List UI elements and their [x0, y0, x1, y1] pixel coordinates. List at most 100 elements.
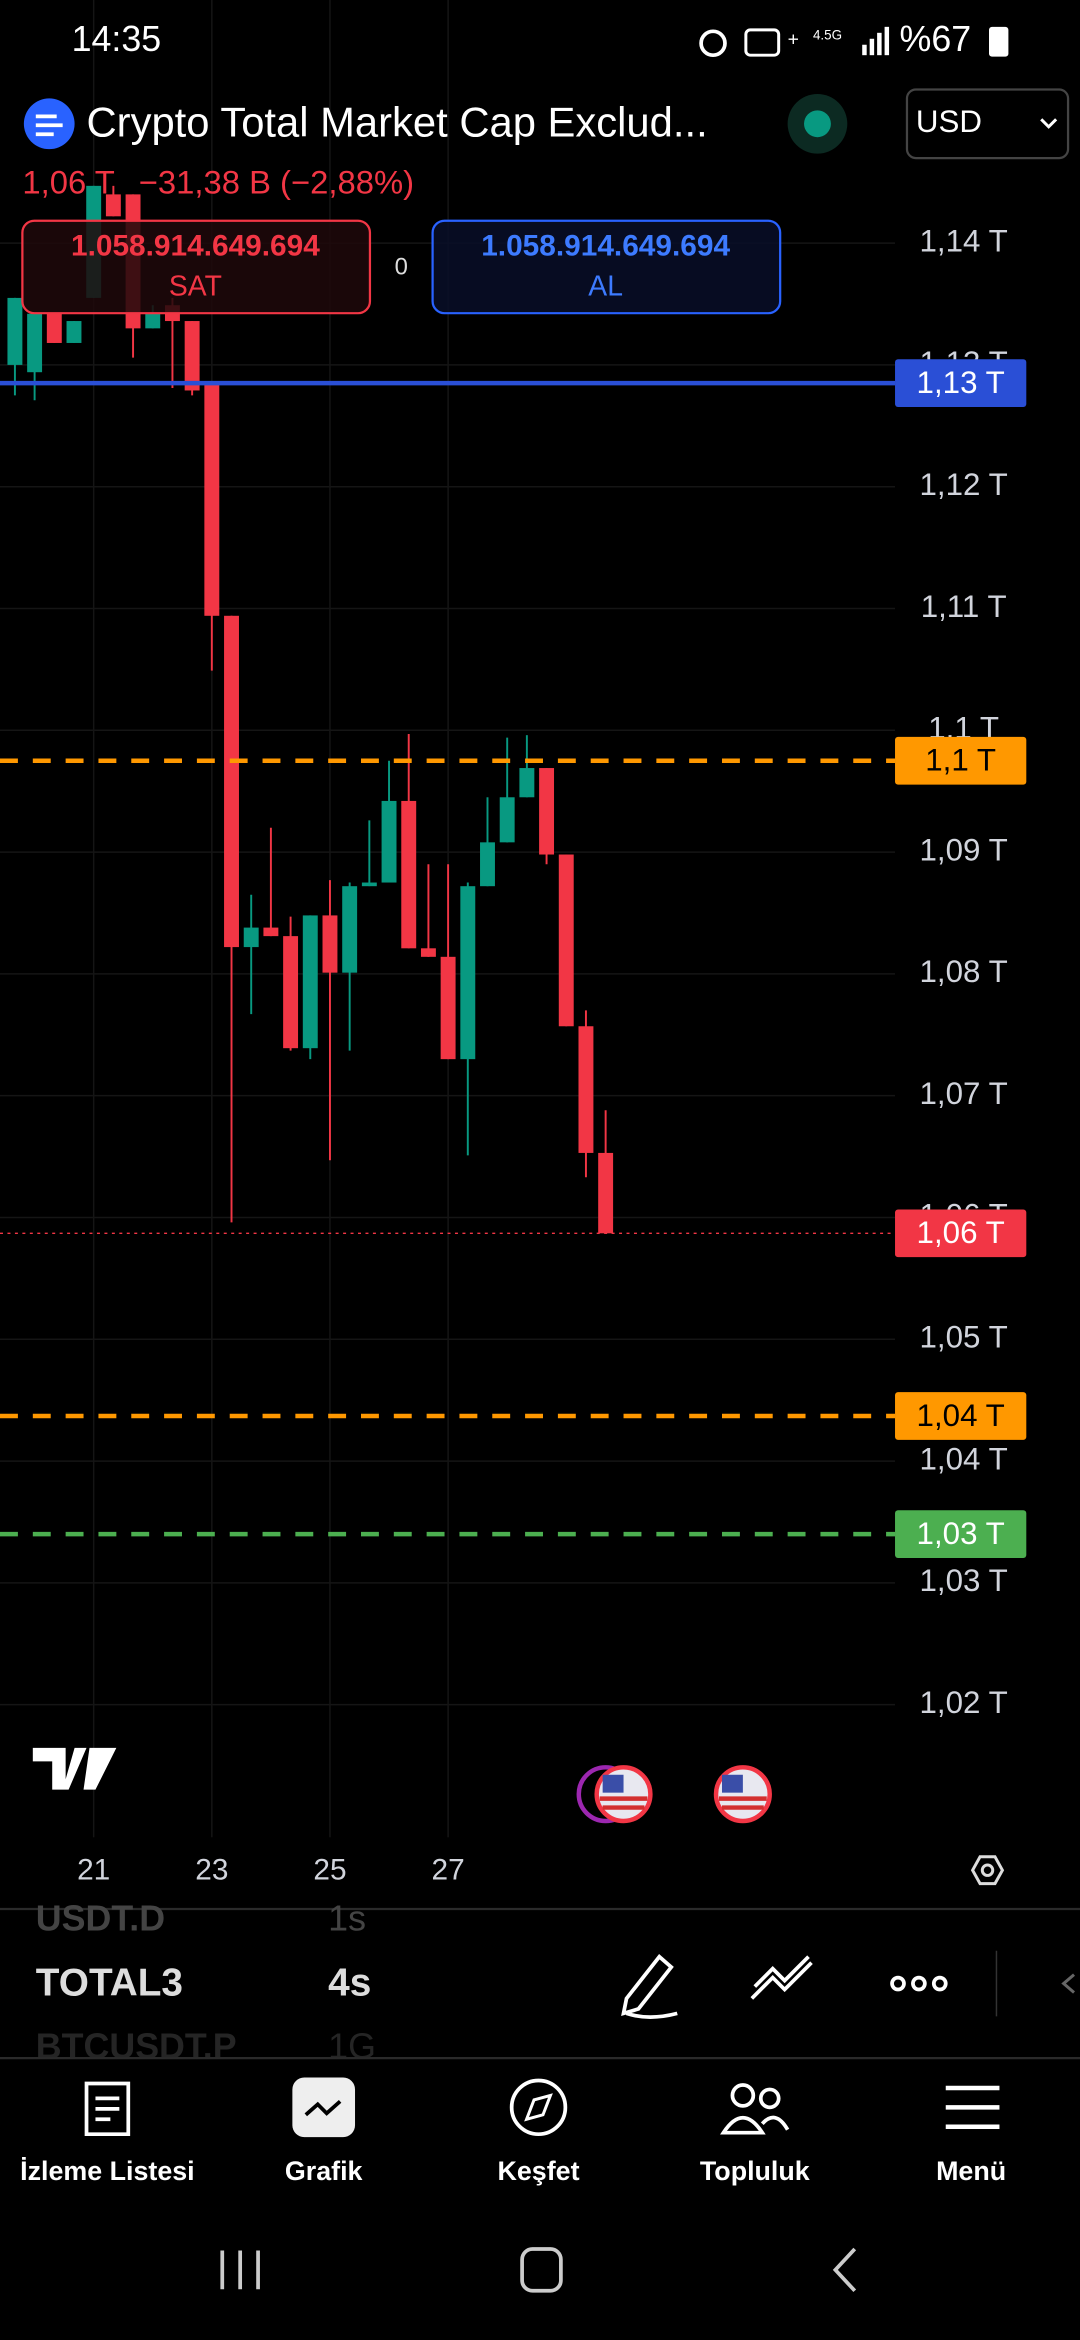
explore-icon-glyph	[524, 2093, 553, 2122]
symbol-item[interactable]: USDT.D	[36, 1898, 165, 1938]
level-badges: 1,13 T 1,1 T 1,06 T 1,04 T 1,03 T	[895, 359, 1027, 1559]
candle-body	[519, 768, 535, 798]
interval-item[interactable]: 4s	[328, 1961, 371, 2004]
interval-item[interactable]: 1s	[328, 1898, 366, 1938]
market-status-dot	[804, 110, 831, 138]
y-tick-label: 1,14 T	[920, 223, 1008, 258]
candle-body	[460, 886, 476, 1060]
chart-icon-glyph	[304, 2099, 342, 2117]
nav-label[interactable]: Menü	[936, 2156, 1006, 2186]
settings-icon[interactable]	[970, 1855, 1005, 1886]
level-badge	[895, 1392, 1027, 1440]
symbol-item[interactable]: BTCUSDT.P	[36, 2027, 237, 2067]
level-label: 1,03 T	[917, 1516, 1005, 1551]
last-price: 1,06 T	[22, 164, 114, 201]
event-flag-canton	[721, 1774, 743, 1793]
nav-label[interactable]: İzleme Listesi	[20, 2156, 194, 2186]
level-label: 1,1 T	[925, 743, 996, 778]
battery-level: %67	[900, 19, 972, 59]
status-icons: + 4.5G	[699, 26, 890, 58]
lines-tool[interactable]	[750, 1955, 813, 2000]
candle-body	[401, 800, 417, 949]
x-tick-label: 23	[195, 1854, 228, 1887]
watchlist-icon[interactable]	[84, 2081, 131, 2137]
scroll-arrow[interactable]	[1061, 1973, 1076, 1994]
candle-body	[224, 615, 239, 948]
order-quantity[interactable]: 0	[395, 254, 408, 281]
nav-label[interactable]: Keşfet	[497, 2156, 579, 2186]
candle-body	[499, 797, 515, 843]
buy-button[interactable]	[431, 219, 782, 315]
chart-icon[interactable]	[292, 2077, 356, 2138]
y-tick-label: 1,04 T	[920, 1441, 1008, 1476]
sell-price: 1.058.914.649.694	[71, 229, 320, 262]
candle-body	[283, 936, 299, 1049]
nav-label[interactable]: Topluluk	[700, 2156, 810, 2186]
candle-body	[480, 842, 495, 887]
draw-tool[interactable]	[621, 1954, 678, 2019]
candle-body	[342, 886, 358, 973]
y-tick-label: 1,12 T	[920, 467, 1008, 502]
candle-body	[440, 956, 456, 1060]
recents-button[interactable]	[220, 2250, 260, 2290]
currency-value: USD	[916, 104, 982, 139]
community-icon[interactable]	[720, 2083, 790, 2135]
candle-body	[145, 313, 161, 329]
level-badge	[895, 359, 1027, 408]
y-tick-label: 1,07 T	[920, 1076, 1008, 1111]
price-axis: 1,14 T 1,13 T 1,12 T 1,11 T 1,1 T 1,09 T 1,08 …	[920, 223, 1008, 1720]
currency-select[interactable]	[905, 88, 1070, 160]
candle-body	[420, 948, 436, 957]
symbol-title[interactable]: Crypto Total Market Cap Exclud...	[87, 98, 708, 145]
price-change: −31,38 B (−2,88%)	[139, 164, 414, 201]
y-tick-label: 1,05 T	[920, 1320, 1008, 1355]
candle-body	[322, 915, 338, 973]
back-button[interactable]	[832, 2247, 857, 2293]
candle-body	[302, 915, 318, 1049]
candle-body	[558, 854, 574, 1027]
y-tick-label: 1,09 T	[920, 832, 1008, 867]
menu-icon[interactable]	[945, 2085, 1000, 2129]
svg-text:4.5G: 4.5G	[813, 27, 842, 42]
home-button[interactable]	[520, 2247, 563, 2293]
buy-label: AL	[588, 270, 623, 302]
candle-body	[46, 313, 62, 343]
buy-price: 1.058.914.649.694	[481, 229, 730, 262]
level-badge	[895, 1209, 1027, 1258]
nav-label[interactable]: Grafik	[285, 2156, 363, 2186]
x-tick-label: 27	[432, 1854, 465, 1887]
candle-body	[539, 768, 555, 855]
symbol-item[interactable]: TOTAL3	[36, 1961, 183, 2004]
sell-label: SAT	[169, 270, 222, 302]
event-flag-canton	[602, 1774, 624, 1793]
sell-button[interactable]	[21, 219, 372, 315]
candle-body	[578, 1026, 594, 1153]
candle-body	[361, 882, 377, 887]
candle-body	[7, 297, 23, 365]
level-badge	[895, 736, 1027, 785]
status-time: 14:35	[72, 19, 162, 59]
candle-body	[105, 194, 121, 217]
x-tick-label: 25	[313, 1854, 346, 1887]
svg-text:+: +	[788, 28, 799, 50]
candle-body	[243, 927, 259, 948]
settings-icon-center	[980, 1863, 995, 1877]
tradingview-logo[interactable]	[32, 1747, 117, 1790]
y-tick-label: 1,11 T	[921, 589, 1007, 624]
event-flag-stripes	[719, 1796, 767, 1810]
time-axis: 21 23 25 27	[77, 1854, 465, 1887]
explore-icon[interactable]	[509, 2078, 568, 2137]
candle-body	[204, 383, 220, 616]
more-tool[interactable]	[890, 1975, 948, 1992]
currency-caret	[1040, 118, 1058, 129]
battery-icon	[989, 26, 1009, 57]
y-tick-label: 1,08 T	[920, 954, 1008, 989]
event-flag-stripes	[599, 1796, 648, 1810]
level-badge	[895, 1510, 1027, 1559]
symbol-icon-glyph	[35, 114, 63, 137]
candle-body	[27, 313, 43, 373]
fade	[0, 2020, 597, 2059]
interval-item[interactable]: 1G	[328, 2027, 376, 2067]
